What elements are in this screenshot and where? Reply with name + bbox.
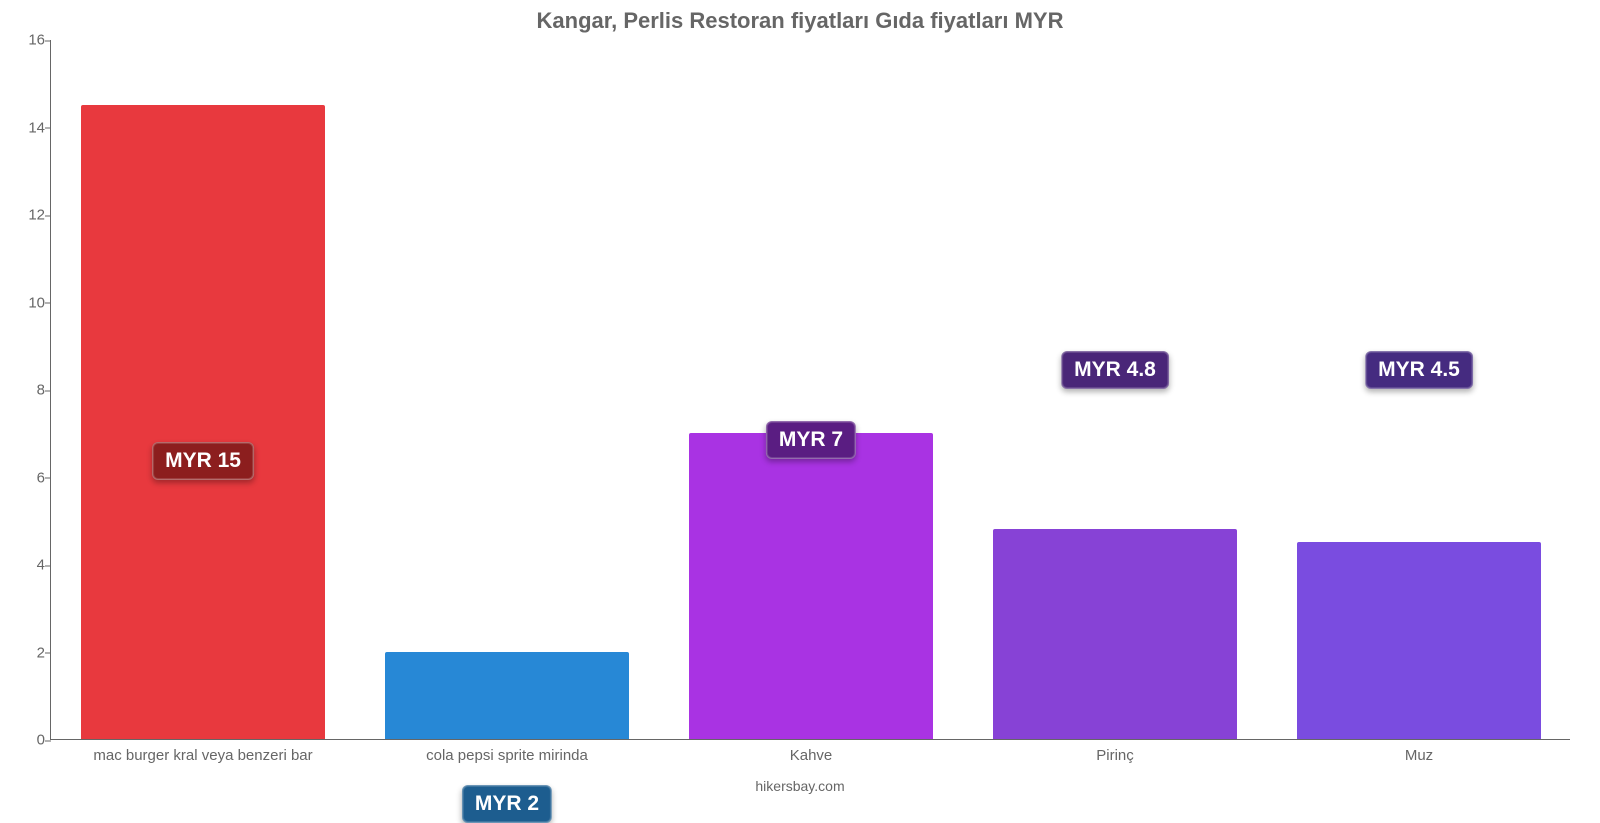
chart-title: Kangar, Perlis Restoran fiyatları Gıda f… (0, 8, 1600, 34)
y-tick-label: 12 (11, 207, 45, 224)
value-badge: MYR 2 (462, 785, 552, 823)
value-badge: MYR 15 (152, 442, 254, 480)
x-axis-label: cola pepsi sprite mirinda (426, 747, 588, 764)
value-badge: MYR 4.5 (1365, 351, 1473, 389)
x-axis-label: mac burger kral veya benzeri bar (93, 747, 312, 764)
bar (689, 433, 932, 739)
y-tick-label: 4 (11, 557, 45, 574)
bar-slot: KahveMYR 7 (659, 39, 963, 739)
value-badge: MYR 7 (766, 421, 856, 459)
y-tick-label: 2 (11, 644, 45, 661)
y-tick-mark (45, 740, 51, 741)
x-axis-label: Muz (1405, 747, 1433, 764)
chart-footer: hikersbay.com (0, 778, 1600, 794)
x-axis-label: Pirinç (1096, 747, 1134, 764)
y-tick-label: 0 (11, 732, 45, 749)
bar-slot: cola pepsi sprite mirindaMYR 2 (355, 39, 659, 739)
bar (1297, 542, 1540, 739)
x-axis-label: Kahve (790, 747, 833, 764)
bar (385, 652, 628, 740)
y-tick-label: 10 (11, 294, 45, 311)
plot-area: 0246810121416mac burger kral veya benzer… (50, 40, 1570, 740)
bar (993, 529, 1236, 739)
bar-slot: PirinçMYR 4.8 (963, 39, 1267, 739)
y-tick-label: 14 (11, 119, 45, 136)
bar-slot: mac burger kral veya benzeri barMYR 15 (51, 39, 355, 739)
chart-container: Kangar, Perlis Restoran fiyatları Gıda f… (0, 0, 1600, 800)
y-tick-label: 8 (11, 382, 45, 399)
y-tick-label: 16 (11, 32, 45, 49)
y-tick-label: 6 (11, 469, 45, 486)
value-badge: MYR 4.8 (1061, 351, 1169, 389)
bar-slot: MuzMYR 4.5 (1267, 39, 1571, 739)
bar (81, 105, 324, 739)
